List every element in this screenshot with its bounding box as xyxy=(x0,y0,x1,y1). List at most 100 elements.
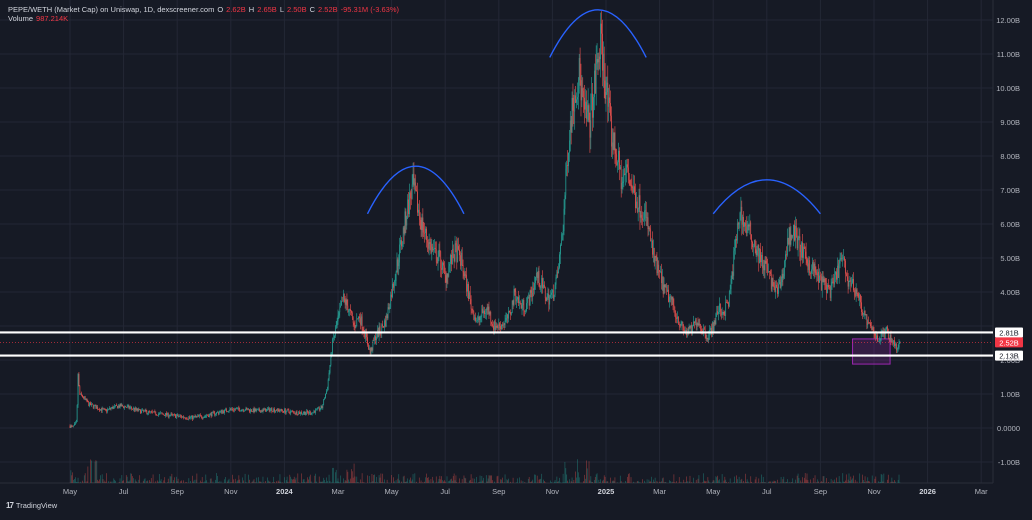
candle-body xyxy=(263,409,264,411)
volume-bar xyxy=(654,482,655,483)
x-tick-label: Sep xyxy=(171,487,184,496)
candle-body xyxy=(526,303,527,311)
volume-bar xyxy=(725,480,726,483)
volume-bar xyxy=(167,482,168,483)
candle-body xyxy=(724,312,725,315)
volume-bar xyxy=(391,475,392,483)
volume-bar xyxy=(133,478,134,483)
y-tick-label: 10.00B xyxy=(996,84,1020,93)
volume-bar xyxy=(337,481,338,483)
volume-bar xyxy=(205,475,206,483)
y-tick-label: -1.00B xyxy=(998,458,1020,467)
candle-body xyxy=(420,216,421,220)
volume-bar xyxy=(836,478,837,483)
candle-body xyxy=(647,217,648,218)
candle-body xyxy=(213,412,214,413)
candle-body xyxy=(821,276,822,290)
candle-body xyxy=(791,235,792,238)
volume-bar xyxy=(864,482,865,483)
volume-bar xyxy=(751,482,752,483)
candle-body xyxy=(520,302,521,304)
volume-bar xyxy=(229,479,230,483)
candle-body xyxy=(74,424,75,426)
candle-body xyxy=(680,325,681,326)
candle-body xyxy=(833,282,834,284)
candle-body xyxy=(518,297,519,303)
candle-body xyxy=(870,323,871,327)
volume-bar xyxy=(151,478,152,483)
volume-bar xyxy=(431,479,432,483)
volume-bar xyxy=(409,480,410,483)
candle-body xyxy=(442,263,443,270)
volume-bar xyxy=(481,476,482,483)
candle-body xyxy=(472,309,473,310)
volume-bar xyxy=(845,481,846,483)
candle-body xyxy=(510,312,511,315)
volume-bar xyxy=(421,481,422,483)
volume-bar xyxy=(898,480,899,483)
candle-body xyxy=(670,296,671,297)
volume-bar xyxy=(358,482,359,483)
candle-body xyxy=(248,409,249,410)
volume-bar xyxy=(806,480,807,483)
volume-bar xyxy=(292,480,293,483)
volume-bar xyxy=(665,482,666,483)
candle-body xyxy=(88,402,89,403)
candle-body xyxy=(724,315,725,316)
candle-body xyxy=(499,323,500,326)
volume-bar xyxy=(663,478,664,483)
candle-body xyxy=(142,410,143,411)
candle-body xyxy=(898,347,899,348)
candle-body xyxy=(613,142,614,149)
volume-bar xyxy=(106,473,107,483)
candle-body xyxy=(588,105,589,111)
candle-body xyxy=(646,210,647,218)
candle-body xyxy=(252,411,253,412)
volume-bar xyxy=(284,477,285,483)
candle-body xyxy=(243,410,244,411)
candle-body xyxy=(841,258,842,259)
candle-body xyxy=(274,409,275,412)
candle-body xyxy=(795,226,796,241)
volume-bar xyxy=(545,482,546,483)
candle-body xyxy=(493,326,494,330)
volume-bar xyxy=(802,477,803,483)
candle-body xyxy=(141,410,142,413)
candle-body xyxy=(808,260,809,270)
volume-bar xyxy=(784,482,785,483)
candle-body xyxy=(547,298,548,301)
volume-bar xyxy=(841,482,842,483)
candle-body xyxy=(224,410,225,413)
volume-bar xyxy=(204,482,205,483)
candle-body xyxy=(414,174,415,186)
candle-body xyxy=(671,296,672,299)
volume-bar xyxy=(699,475,700,483)
symbol-info[interactable]: PEPE/WETH (Market Cap) on Uniswap, 1D, d… xyxy=(8,5,214,14)
candle-body xyxy=(811,269,812,273)
volume-bar xyxy=(196,480,197,483)
tradingview-logo[interactable]: 17 TradingView xyxy=(6,501,57,510)
candle-body xyxy=(642,218,643,220)
volume-bar xyxy=(743,481,744,483)
candle-body xyxy=(183,416,184,417)
candle-body xyxy=(413,174,414,185)
candle-body xyxy=(96,405,97,408)
candle-body xyxy=(126,407,127,408)
volume-bar xyxy=(90,459,91,483)
volume-bar xyxy=(706,481,707,483)
volume-bar xyxy=(676,481,677,483)
volume-bar xyxy=(709,482,710,483)
volume-label[interactable]: Volume xyxy=(8,14,33,23)
volume-bar xyxy=(673,482,674,483)
candle-body xyxy=(747,231,748,234)
candle-body xyxy=(699,324,700,326)
y-tick-label: 11.00B xyxy=(997,50,1020,59)
volume-bar xyxy=(519,477,520,483)
volume-bar xyxy=(683,480,684,483)
volume-bar xyxy=(221,481,222,483)
candle-body xyxy=(399,245,400,263)
volume-bar xyxy=(279,482,280,483)
candle-body xyxy=(450,255,451,264)
